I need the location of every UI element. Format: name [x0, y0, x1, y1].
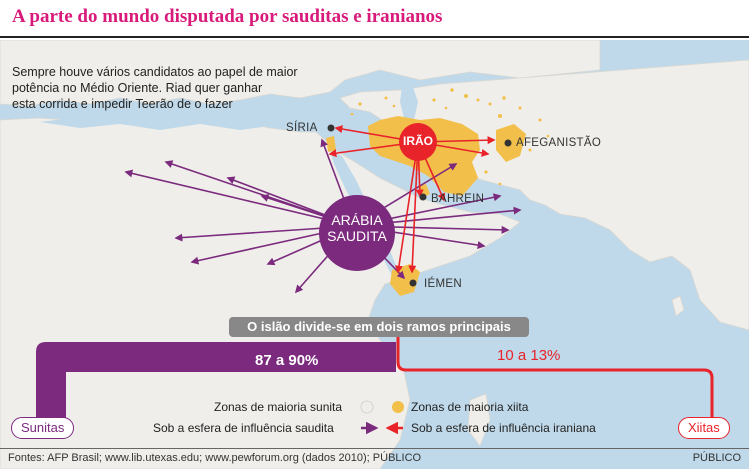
- bahrein-marker: [419, 193, 427, 201]
- sunni-zone-swatch: [360, 400, 374, 414]
- lebanon-shia-zone: [326, 136, 336, 152]
- afeganistao-marker: [504, 139, 512, 147]
- legend-iran-sphere: Sob a esfera de influência iraniana: [411, 421, 596, 435]
- europe-landmass: [0, 40, 601, 107]
- label-iemen: IÉMEN: [424, 278, 462, 290]
- footer-credit: PÚBLICO: [692, 452, 741, 464]
- label-siria: SÍRIA: [286, 122, 318, 134]
- sunni-branch: [36, 342, 396, 420]
- shia-label: Xiitas: [678, 417, 730, 439]
- intro-text: Sempre houve vários candidatos ao papel …: [12, 64, 342, 112]
- map: [0, 40, 749, 469]
- legend-saudi-sphere: Sob a esfera de influência saudita: [153, 421, 334, 435]
- footer-sources: Fontes: AFP Brasil; www.lib.utexas.edu; …: [8, 452, 422, 464]
- caspian-sea: [400, 84, 418, 120]
- sunni-label: Sunitas: [11, 417, 75, 439]
- legend-sunni-zone: Zonas de maioria sunita: [214, 400, 343, 414]
- persian-gulf: [410, 170, 456, 200]
- intro-line: Sempre houve vários candidatos ao papel …: [12, 65, 298, 79]
- legend-shia-zone: Zonas de maioria xiita: [411, 400, 529, 414]
- sunni-percent: 87 a 90%: [255, 352, 319, 369]
- mediterranean-sea: [40, 110, 316, 130]
- iemen-marker: [409, 279, 417, 287]
- madagascar: [467, 393, 491, 447]
- shia-branch: [396, 336, 714, 420]
- iran-bubble: [399, 123, 437, 161]
- shia-percent: 10 a 13%: [497, 347, 561, 364]
- sri-lanka: [671, 295, 685, 317]
- shia-zone-swatch: [392, 401, 404, 413]
- label-bahrein: BAHREIN: [431, 193, 485, 205]
- footer-divider: [0, 448, 749, 449]
- islam-branches-banner: O islão divide-se em dois ramos principa…: [229, 317, 529, 337]
- label-afeganistao: AFEGANISTÃO: [516, 137, 602, 149]
- label-arabia-line: ARÁBIA: [331, 212, 383, 228]
- intro-line: potência no Médio Oriente. Riad quer gan…: [12, 81, 263, 95]
- label-irao: IRÃO: [403, 134, 433, 148]
- saudi-bubble: [319, 195, 395, 271]
- saudi-arrow: [124, 169, 355, 227]
- page-title: A parte do mundo disputada por sauditas …: [12, 6, 443, 27]
- title-divider: [0, 36, 749, 38]
- label-arabia-line: SAUDITA: [327, 228, 387, 244]
- label-arabia-saudita: ARÁBIA SAUDITA: [319, 212, 395, 244]
- iran-arrow: [395, 141, 419, 274]
- intro-line: esta corrida e impedir Teerão de o fazer: [12, 97, 233, 111]
- iran-arrow: [408, 141, 419, 274]
- siria-marker: [327, 124, 335, 132]
